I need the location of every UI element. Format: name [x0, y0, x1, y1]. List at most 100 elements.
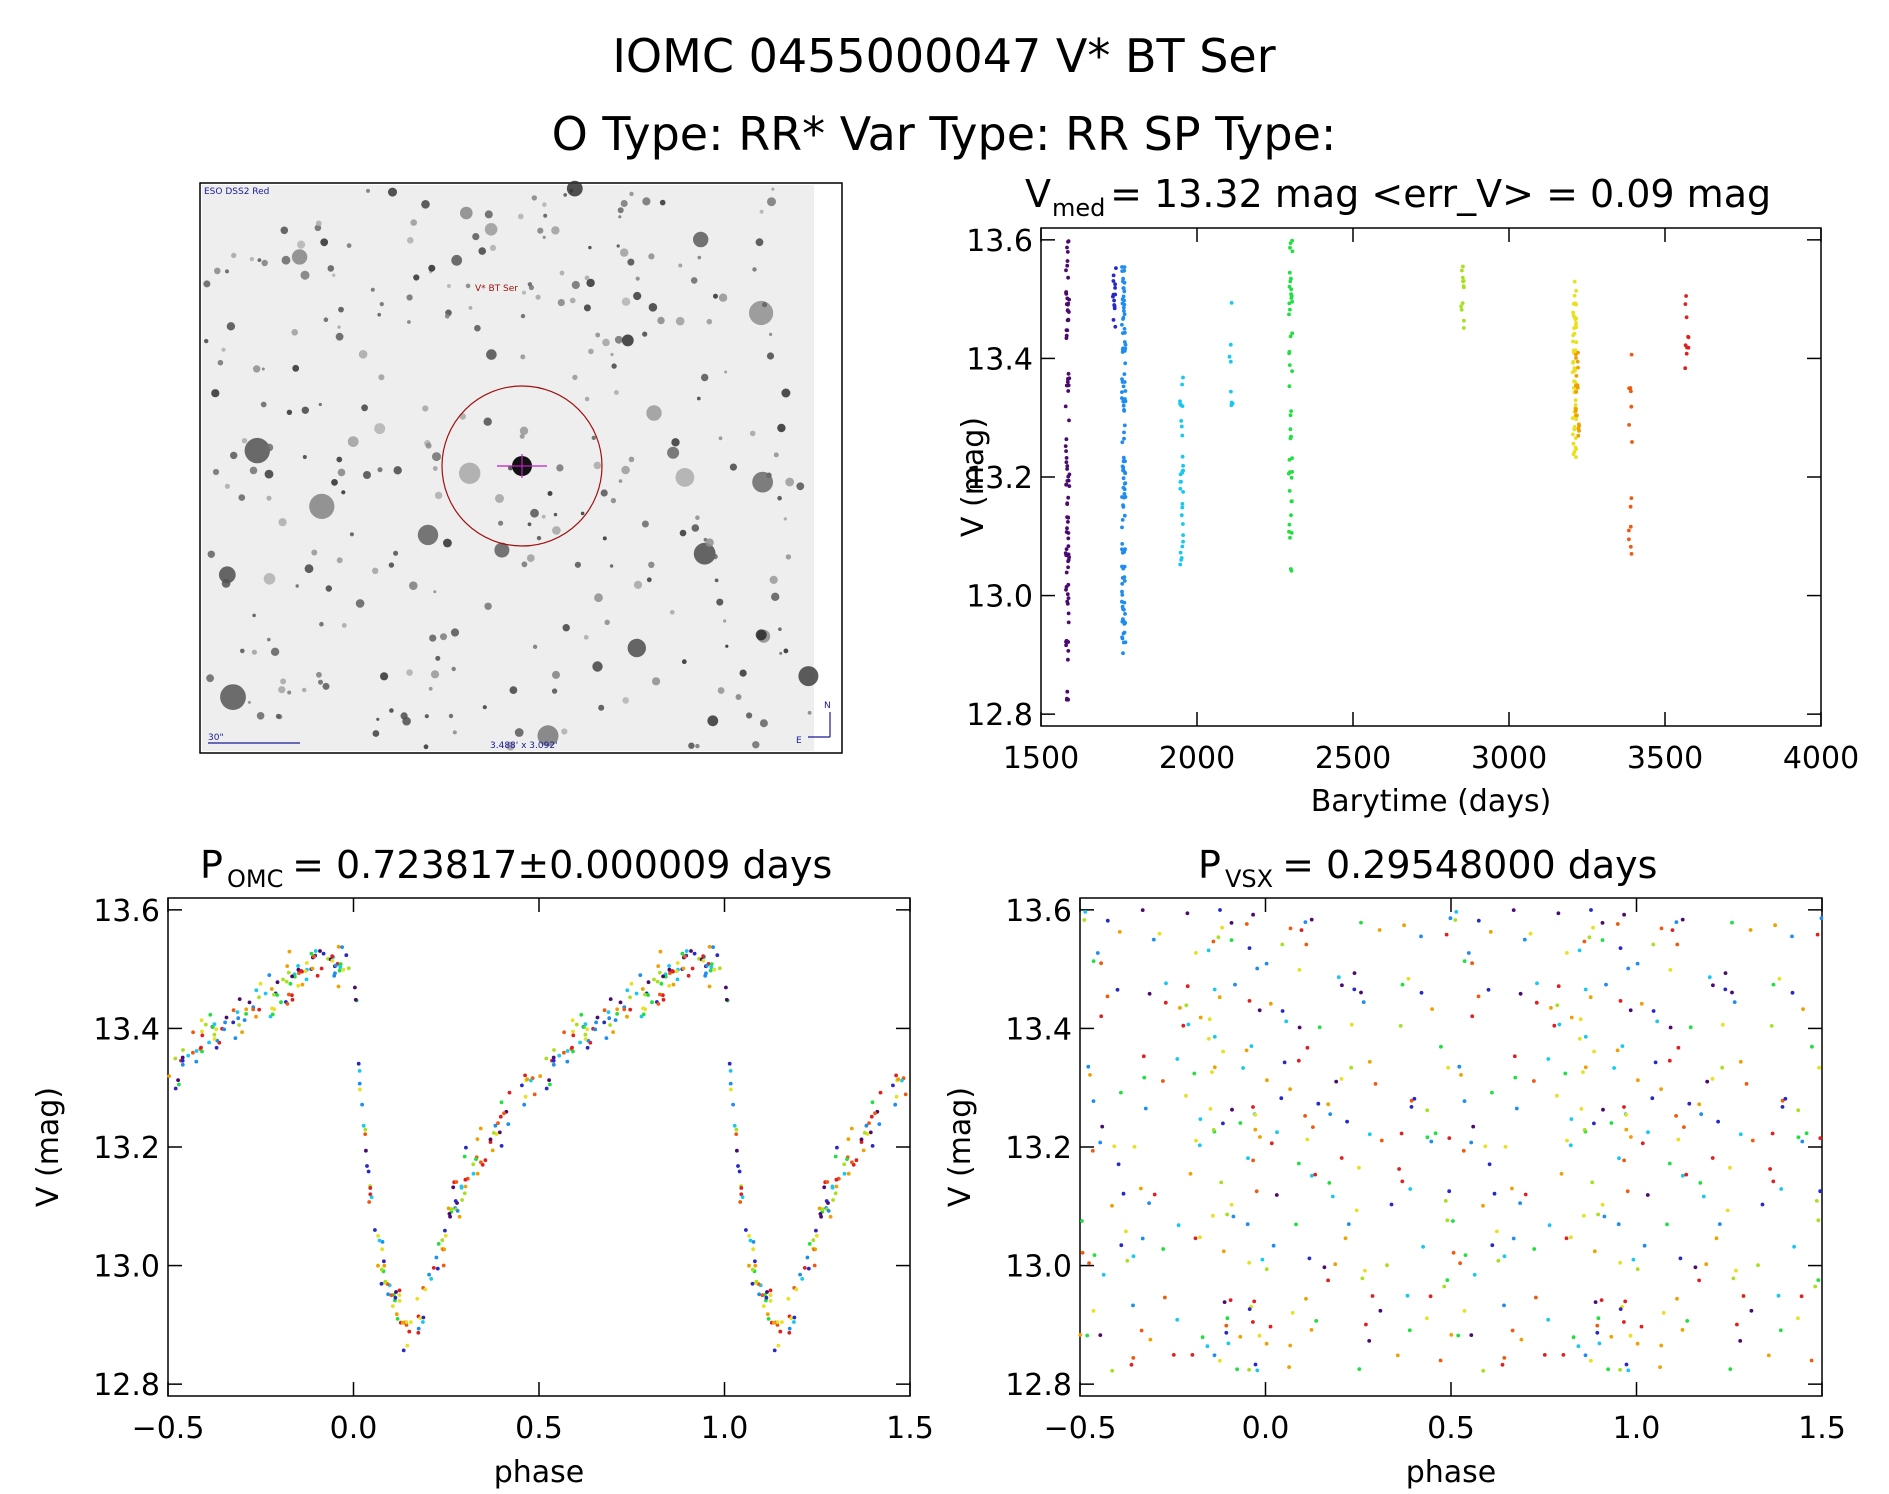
- data-point: [357, 1081, 362, 1086]
- data-point: [1574, 413, 1578, 417]
- star: [247, 700, 251, 704]
- star: [372, 567, 379, 574]
- data-point: [1495, 1229, 1499, 1234]
- star: [292, 364, 300, 372]
- data-point: [1181, 533, 1185, 537]
- data-point: [1066, 596, 1071, 600]
- data-point: [1676, 1137, 1681, 1142]
- data-point: [1290, 369, 1294, 373]
- data-point: [802, 1266, 807, 1270]
- data-point: [776, 1343, 781, 1348]
- star: [358, 350, 368, 359]
- data-point: [194, 1049, 199, 1053]
- data-point: [1326, 1278, 1330, 1283]
- star: [783, 648, 789, 654]
- star: [718, 293, 728, 302]
- data-point: [1583, 1034, 1588, 1039]
- data-point: [377, 1238, 382, 1243]
- y-tick-label: 13.6: [966, 224, 1033, 259]
- data-point: [1122, 268, 1127, 273]
- data-point: [1217, 995, 1222, 1000]
- star: [295, 584, 299, 588]
- y-tick-label: 13.4: [1005, 1012, 1072, 1047]
- data-point: [479, 1160, 483, 1165]
- data-point: [1078, 1333, 1083, 1337]
- data-point: [1065, 308, 1070, 312]
- data-point: [1731, 1276, 1736, 1281]
- data-point: [1253, 1127, 1258, 1132]
- data-point: [1122, 458, 1127, 463]
- data-point: [1095, 951, 1100, 955]
- data-point: [1065, 467, 1069, 471]
- data-point: [1065, 296, 1070, 301]
- star: [657, 316, 665, 325]
- data-point: [670, 969, 675, 973]
- data-point: [1247, 1367, 1251, 1372]
- data-point: [254, 988, 259, 993]
- data-point: [1210, 1070, 1214, 1074]
- data-point: [1122, 372, 1127, 376]
- data-point: [1225, 1212, 1229, 1217]
- lightcurve-points: [1063, 238, 1691, 702]
- data-point: [267, 973, 272, 977]
- lightcurve-frame: [1040, 227, 1822, 727]
- data-point: [873, 1111, 877, 1116]
- data-point: [828, 1214, 833, 1219]
- data-point: [1268, 1324, 1273, 1329]
- data-point: [1571, 441, 1576, 446]
- star: [771, 187, 775, 191]
- data-point: [303, 969, 308, 974]
- data-point: [1066, 302, 1070, 307]
- data-point: [1229, 921, 1234, 925]
- star: [287, 690, 292, 695]
- data-point: [1650, 1096, 1655, 1101]
- data-point: [1425, 1135, 1430, 1140]
- data-point: [341, 967, 346, 972]
- data-point: [1357, 1367, 1362, 1371]
- data-point: [1756, 1263, 1760, 1268]
- y-tick-label: 12.8: [1005, 1368, 1072, 1403]
- star: [622, 697, 629, 704]
- data-point: [893, 1102, 898, 1107]
- star: [316, 671, 322, 678]
- data-point: [1287, 363, 1292, 367]
- data-point: [1064, 290, 1068, 295]
- data-point: [849, 1126, 854, 1131]
- star: [256, 712, 265, 720]
- data-point: [798, 1272, 802, 1277]
- data-point: [1796, 1316, 1800, 1321]
- data-point: [1557, 1022, 1562, 1027]
- star: [410, 219, 418, 226]
- data-point: [1572, 450, 1577, 454]
- data-point: [1274, 1193, 1279, 1197]
- data-point: [1720, 1022, 1725, 1027]
- star: [388, 562, 395, 568]
- star: [583, 304, 591, 312]
- data-point: [200, 1029, 204, 1034]
- data-point: [1627, 528, 1631, 533]
- data-point: [222, 1027, 227, 1032]
- data-point: [1627, 423, 1631, 427]
- data-point: [1591, 925, 1595, 930]
- star: [705, 538, 714, 547]
- phase-omc-frame: [167, 897, 911, 1397]
- star: [478, 247, 487, 255]
- data-point: [1178, 562, 1183, 567]
- data-point: [231, 1020, 236, 1025]
- data-point: [309, 951, 314, 956]
- data-point: [1595, 1330, 1600, 1335]
- data-point: [1284, 1019, 1289, 1024]
- lightcurve-title-rest: = 13.32 mag <err_V> = 0.09 mag: [1098, 172, 1771, 216]
- data-point: [474, 1157, 478, 1161]
- data-point: [1766, 1353, 1771, 1358]
- data-point: [565, 1049, 570, 1053]
- data-point: [1674, 920, 1679, 924]
- data-point: [1121, 468, 1125, 473]
- data-point: [574, 1022, 579, 1027]
- star: [781, 388, 791, 398]
- data-point: [1442, 1284, 1447, 1289]
- data-point: [1065, 479, 1070, 483]
- data-point: [1264, 1267, 1269, 1272]
- data-point: [279, 1000, 283, 1005]
- data-point: [1778, 1328, 1783, 1333]
